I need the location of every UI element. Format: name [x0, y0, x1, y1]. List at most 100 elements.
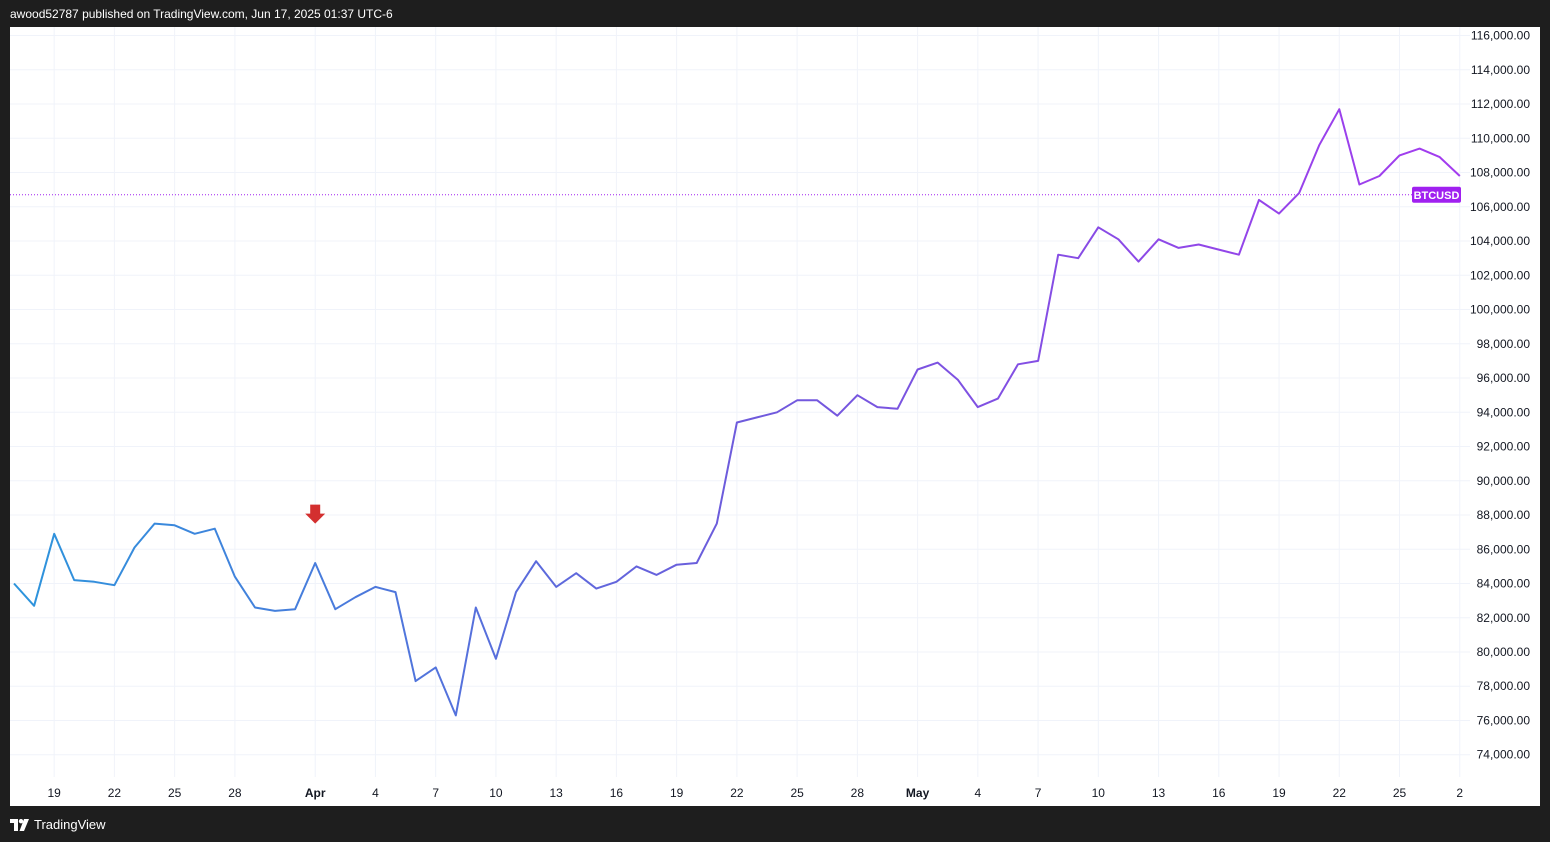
data-point — [152, 521, 157, 526]
data-point — [1216, 247, 1221, 252]
x-tick-label: 25 — [1393, 786, 1407, 800]
data-point — [995, 396, 1000, 401]
y-tick-label: 112,000.00 — [1471, 97, 1530, 111]
y-tick-label: 74,000.00 — [1477, 748, 1531, 762]
y-tick-label: 86,000.00 — [1477, 542, 1531, 556]
y-tick-label: 102,000.00 — [1470, 268, 1530, 282]
data-point — [754, 415, 759, 420]
x-tick-label: 7 — [1035, 786, 1042, 800]
data-point — [714, 521, 719, 526]
data-point — [1297, 191, 1302, 196]
data-point — [775, 410, 780, 415]
arrow-down-marker[interactable] — [305, 504, 326, 524]
data-point — [1056, 252, 1061, 257]
data-point — [373, 584, 378, 589]
chart-frame[interactable]: 74,000.00 76,000.00 78,000.00 80,000.00 82,0… — [10, 27, 1540, 806]
y-tick-label: 108,000.00 — [1470, 166, 1530, 180]
data-point — [1417, 146, 1422, 151]
data-point — [132, 545, 137, 550]
data-point — [734, 420, 739, 425]
x-axis: 19 22 25 28 Apr 4 7 10 13 16 19 22 25 28 May 4 7 10 13 16 19… — [47, 786, 1463, 800]
data-point — [1317, 143, 1322, 148]
data-point — [172, 523, 177, 528]
x-tick-label: 4 — [974, 786, 981, 800]
data-point — [594, 586, 599, 591]
data-point — [975, 405, 980, 410]
data-point — [493, 656, 498, 661]
chart-grid — [10, 27, 1470, 777]
data-point — [1236, 252, 1241, 257]
x-tick-label: 28 — [851, 786, 865, 800]
symbol-badge-group: BTCUSD — [1412, 186, 1461, 203]
y-tick-label: 84,000.00 — [1477, 577, 1531, 591]
data-point — [875, 405, 880, 410]
x-tick-label: 19 — [670, 786, 684, 800]
data-point — [815, 398, 820, 403]
y-tick-label: 100,000.00 — [1470, 303, 1530, 317]
data-point — [935, 360, 940, 365]
y-tick-label: 104,000.00 — [1470, 234, 1530, 248]
x-tick-label: 13 — [549, 786, 563, 800]
symbol-badge-label: BTCUSD — [1414, 190, 1460, 202]
data-point — [895, 406, 900, 411]
x-tick-label: 22 — [108, 786, 122, 800]
data-point — [232, 574, 237, 579]
tradingview-logo[interactable]: TradingView — [10, 817, 106, 832]
y-tick-label: 76,000.00 — [1477, 713, 1531, 727]
data-point — [654, 572, 659, 577]
data-point — [795, 398, 800, 403]
data-point — [1377, 173, 1382, 178]
data-point — [554, 584, 559, 589]
tradingview-logo-icon — [10, 818, 29, 831]
x-tick-label: May — [906, 786, 930, 800]
y-tick-label: 106,000.00 — [1470, 200, 1530, 214]
data-point — [1196, 242, 1201, 247]
published-info: awood52787 published on TradingView.com,… — [10, 7, 393, 21]
data-point — [473, 605, 478, 610]
data-point — [855, 393, 860, 398]
data-point — [1357, 182, 1362, 187]
data-point — [1337, 107, 1342, 112]
y-tick-label: 90,000.00 — [1477, 474, 1531, 488]
x-tick-label: 7 — [432, 786, 439, 800]
data-point — [1277, 211, 1282, 216]
data-point — [1076, 256, 1081, 261]
data-point — [32, 603, 37, 608]
data-point — [333, 607, 338, 612]
x-tick-label: 28 — [228, 786, 242, 800]
data-point — [1457, 173, 1462, 178]
data-point — [614, 579, 619, 584]
x-tick-label: 10 — [489, 786, 503, 800]
y-tick-label: 116,000.00 — [1471, 29, 1530, 43]
data-point — [694, 560, 699, 565]
data-point — [1016, 362, 1021, 367]
y-tick-label: 96,000.00 — [1477, 371, 1531, 385]
data-point — [1397, 153, 1402, 158]
data-point — [1256, 197, 1261, 202]
y-tick-label: 82,000.00 — [1477, 611, 1531, 625]
y-tick-label: 98,000.00 — [1477, 337, 1531, 351]
price-chart[interactable]: 74,000.00 76,000.00 78,000.00 80,000.00 82,0… — [10, 27, 1540, 806]
data-point — [674, 562, 679, 567]
y-tick-label: 78,000.00 — [1477, 679, 1531, 693]
x-tick-label: 19 — [1272, 786, 1286, 800]
data-point — [534, 559, 539, 564]
data-point — [1036, 358, 1041, 363]
bottom-bar: TradingView — [0, 806, 1550, 842]
y-tick-label: 80,000.00 — [1477, 645, 1531, 659]
data-point — [955, 377, 960, 382]
tradingview-brand: TradingView — [34, 817, 106, 832]
symbol-badge — [1412, 186, 1461, 203]
data-point — [1437, 155, 1442, 160]
data-point — [453, 713, 458, 718]
data-point — [915, 367, 920, 372]
x-tick-label: 10 — [1092, 786, 1106, 800]
data-point — [1096, 225, 1101, 230]
x-tick-label: 16 — [1212, 786, 1226, 800]
data-point — [1176, 245, 1181, 250]
x-tick-label: 2 — [1456, 786, 1463, 800]
y-tick-label: 92,000.00 — [1477, 440, 1531, 454]
y-tick-label: 110,000.00 — [1471, 131, 1530, 145]
data-point — [293, 607, 298, 612]
data-point — [393, 590, 398, 595]
